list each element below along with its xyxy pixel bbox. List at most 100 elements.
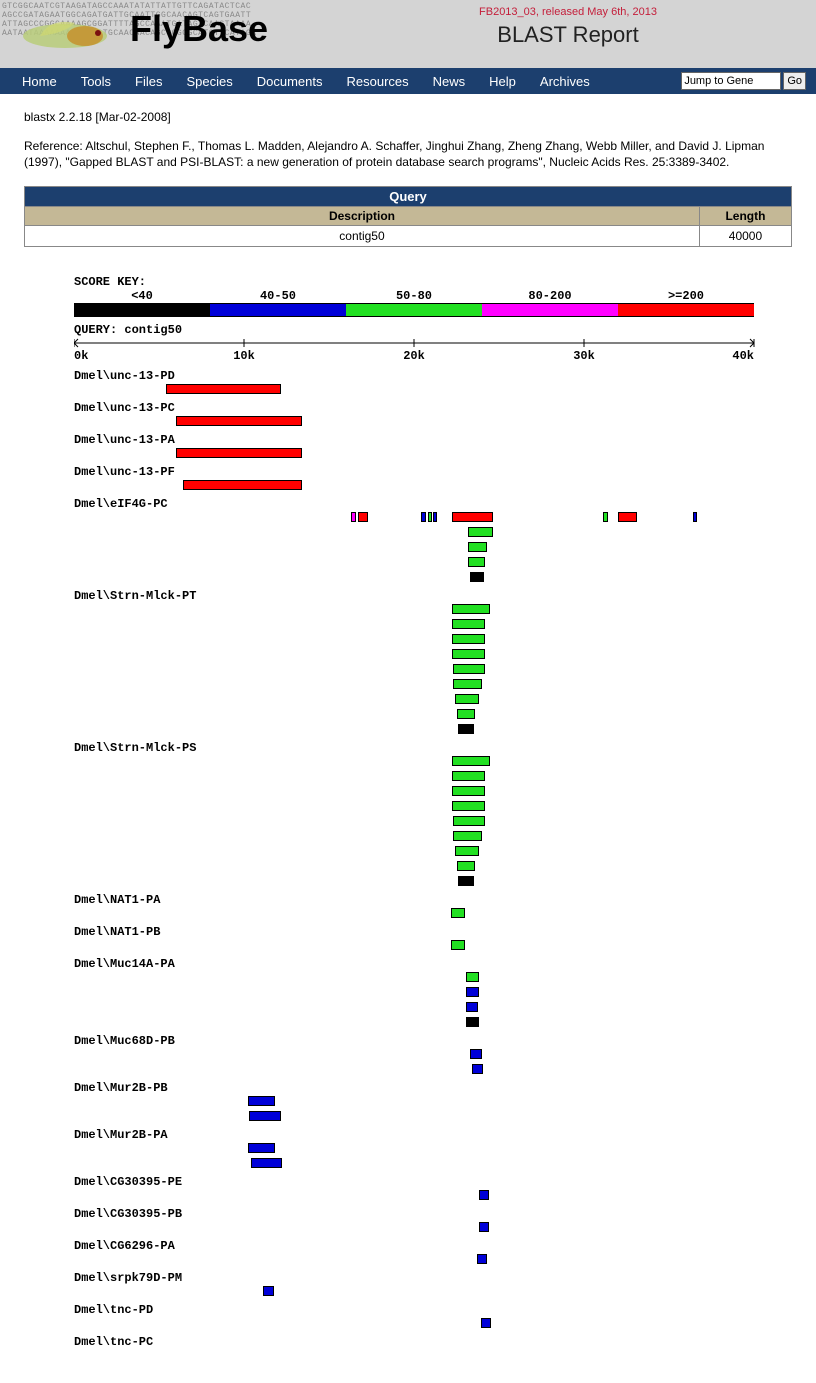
hit-bar[interactable] <box>466 987 480 997</box>
hit-bar[interactable] <box>453 664 485 674</box>
hit-bar[interactable] <box>351 512 355 522</box>
svg-text:10k: 10k <box>233 349 255 361</box>
hit-bar[interactable] <box>479 1190 489 1200</box>
go-button[interactable]: Go <box>783 72 806 90</box>
hit-bar[interactable] <box>453 831 482 841</box>
hit-group: Dmel\Muc14A-PA <box>74 957 764 1028</box>
hit-label[interactable]: Dmel\unc-13-PD <box>74 369 764 383</box>
hit-bar[interactable] <box>452 649 485 659</box>
hit-bar[interactable] <box>452 771 485 781</box>
hit-label[interactable]: Dmel\Strn-Mlck-PT <box>74 589 764 603</box>
hit-bar[interactable] <box>468 542 487 552</box>
hit-bar[interactable] <box>693 512 697 522</box>
nav-archives[interactable]: Archives <box>528 74 602 89</box>
hit-bar[interactable] <box>452 604 490 614</box>
hit-bar[interactable] <box>481 1318 491 1328</box>
score-range-seg <box>210 303 346 317</box>
hit-bar[interactable] <box>263 1286 274 1296</box>
jump-to-gene-input[interactable] <box>681 72 781 90</box>
score-range-label: 40-50 <box>210 289 346 303</box>
nav-news[interactable]: News <box>421 74 478 89</box>
hit-bar[interactable] <box>249 1111 280 1121</box>
nav-resources[interactable]: Resources <box>335 74 421 89</box>
hit-bar[interactable] <box>618 512 637 522</box>
hit-row <box>74 845 754 857</box>
hit-bar[interactable] <box>603 512 608 522</box>
hit-bar[interactable] <box>433 512 437 522</box>
hit-bar[interactable] <box>452 801 485 811</box>
hit-label[interactable]: Dmel\NAT1-PB <box>74 925 764 939</box>
hit-bar[interactable] <box>457 709 475 719</box>
hit-bar[interactable] <box>466 1017 480 1027</box>
nav-species[interactable]: Species <box>175 74 245 89</box>
hit-label[interactable]: Dmel\Strn-Mlck-PS <box>74 741 764 755</box>
hit-bar[interactable] <box>358 512 368 522</box>
hit-label[interactable]: Dmel\unc-13-PA <box>74 433 764 447</box>
hit-label[interactable]: Dmel\CG6296-PA <box>74 1239 764 1253</box>
hit-bar[interactable] <box>457 861 475 871</box>
hit-group: Dmel\unc-13-PD <box>74 369 764 395</box>
nav-files[interactable]: Files <box>123 74 174 89</box>
hit-bar[interactable] <box>468 527 492 537</box>
hit-bar[interactable] <box>458 876 474 886</box>
hit-bar[interactable] <box>452 512 493 522</box>
hit-bar[interactable] <box>166 384 282 394</box>
score-key-labels: <4040-5050-8080-200>=200 <box>74 289 754 303</box>
hit-label[interactable]: Dmel\Muc68D-PB <box>74 1034 764 1048</box>
blast-graph: SCORE KEY: <4040-5050-8080-200>=200 QUER… <box>74 275 764 1361</box>
header-right: FB2013_03, released May 6th, 2013 BLAST … <box>320 0 816 68</box>
hit-label[interactable]: Dmel\CG30395-PE <box>74 1175 764 1189</box>
nav-home[interactable]: Home <box>10 74 69 89</box>
hit-bar[interactable] <box>452 786 485 796</box>
hit-bar[interactable] <box>479 1222 489 1232</box>
hit-bar[interactable] <box>458 724 474 734</box>
hit-row <box>74 875 754 887</box>
hit-bar[interactable] <box>466 1002 478 1012</box>
hit-bar[interactable] <box>248 1096 275 1106</box>
hit-bar[interactable] <box>176 448 302 458</box>
hit-bar[interactable] <box>183 480 302 490</box>
logo[interactable]: GTCGGCAATCGTAAGATAGCCAAATATATTATTGTTCAGA… <box>0 0 320 68</box>
nav-documents[interactable]: Documents <box>245 74 335 89</box>
hit-bar[interactable] <box>176 416 302 426</box>
hit-group: Dmel\unc-13-PC <box>74 401 764 427</box>
hit-label[interactable]: Dmel\eIF4G-PC <box>74 497 764 511</box>
hit-row <box>74 556 754 568</box>
hit-bar[interactable] <box>453 816 485 826</box>
hit-bar[interactable] <box>451 908 465 918</box>
hit-bar[interactable] <box>472 1064 484 1074</box>
hit-label[interactable]: Dmel\tnc-PC <box>74 1335 764 1349</box>
hit-label[interactable]: Dmel\unc-13-PF <box>74 465 764 479</box>
hit-bar[interactable] <box>453 679 482 689</box>
hit-bar[interactable] <box>470 1049 482 1059</box>
nav-tools[interactable]: Tools <box>69 74 123 89</box>
hit-label[interactable]: Dmel\Mur2B-PB <box>74 1081 764 1095</box>
hit-bar[interactable] <box>452 634 485 644</box>
hit-group: Dmel\unc-13-PA <box>74 433 764 459</box>
hit-label[interactable]: Dmel\Muc14A-PA <box>74 957 764 971</box>
hit-bar[interactable] <box>466 972 480 982</box>
hit-label[interactable]: Dmel\tnc-PD <box>74 1303 764 1317</box>
hit-label[interactable]: Dmel\Mur2B-PA <box>74 1128 764 1142</box>
hit-bar[interactable] <box>452 756 490 766</box>
hit-bar[interactable] <box>477 1254 487 1264</box>
description-header: Description <box>25 207 700 226</box>
hit-bar[interactable] <box>468 557 485 567</box>
hit-label[interactable]: Dmel\CG30395-PB <box>74 1207 764 1221</box>
hit-bar[interactable] <box>251 1158 282 1168</box>
hit-bar[interactable] <box>452 619 485 629</box>
hit-bar[interactable] <box>248 1143 275 1153</box>
hit-bar[interactable] <box>421 512 426 522</box>
hit-bar[interactable] <box>428 512 432 522</box>
hit-bar[interactable] <box>455 694 479 704</box>
hit-label[interactable]: Dmel\unc-13-PC <box>74 401 764 415</box>
svg-text:40k: 40k <box>732 349 754 361</box>
hit-bar[interactable] <box>451 940 465 950</box>
hit-label[interactable]: Dmel\srpk79D-PM <box>74 1271 764 1285</box>
hit-row <box>74 541 754 553</box>
nav-help[interactable]: Help <box>477 74 528 89</box>
hit-bar[interactable] <box>470 572 484 582</box>
hit-group: Dmel\CG6296-PA <box>74 1239 764 1265</box>
hit-bar[interactable] <box>455 846 479 856</box>
hit-label[interactable]: Dmel\NAT1-PA <box>74 893 764 907</box>
